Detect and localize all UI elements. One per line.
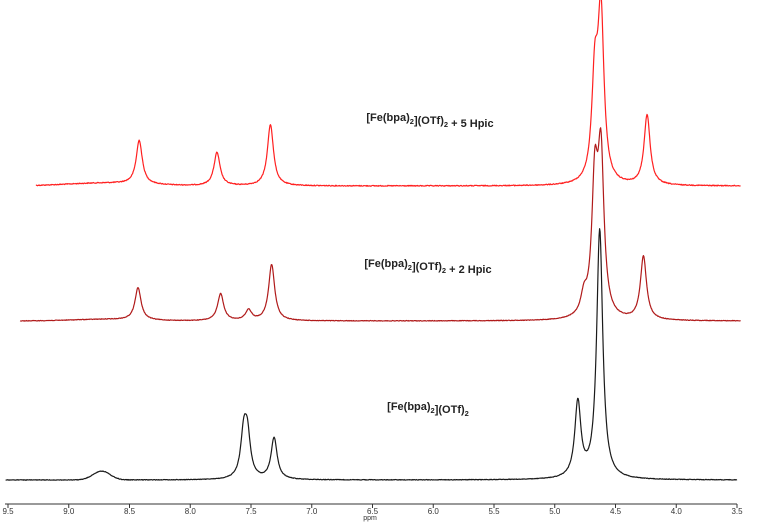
spectrum-trace-2	[19, 127, 741, 322]
x-tick-label: 8.0	[185, 507, 197, 516]
x-tick-label: 9.5	[2, 507, 14, 516]
spectrum-trace-1	[35, 0, 741, 187]
x-axis-ticks: 9.5 9.0 8.5 8.0 7.5 7.0 6.5 6.0 5.5 5.0 4.5 4.0 3.5	[2, 504, 743, 516]
series-label-2: [Fe(bpa)2](OTf)2 + 2 Hpic	[364, 258, 491, 276]
x-tick-label: 5.0	[549, 507, 561, 516]
x-tick-label: 6.5	[367, 507, 379, 516]
x-axis-title: ppm	[363, 515, 377, 522]
x-tick-label: 9.0	[63, 507, 75, 516]
x-tick-label: 4.0	[671, 507, 683, 516]
spectra-traces	[5, 0, 741, 481]
x-tick-label: 7.0	[306, 507, 318, 516]
x-tick-label: 6.0	[428, 507, 440, 516]
x-tick-label: 7.5	[245, 507, 257, 516]
x-axis: 9.5 9.0 8.5 8.0 7.5 7.0 6.5 6.0 5.5 5.0 4.5 4.0 3.5 …	[2, 503, 743, 522]
x-tick-label: 3.5	[731, 507, 743, 516]
x-tick-label: 5.5	[488, 507, 500, 516]
series-label-1: [Fe(bpa)2](OTf)2 + 5 Hpic	[366, 112, 493, 130]
x-tick-label: 4.5	[610, 507, 622, 516]
x-tick-label: 8.5	[124, 507, 136, 516]
series-labels: [Fe(bpa)2](OTf)2 + 5 Hpic [Fe(bpa)2](OTf)…	[364, 112, 493, 418]
spectrum-trace-3	[5, 228, 738, 481]
series-label-3: [Fe(bpa)2](OTf)2	[387, 401, 469, 418]
